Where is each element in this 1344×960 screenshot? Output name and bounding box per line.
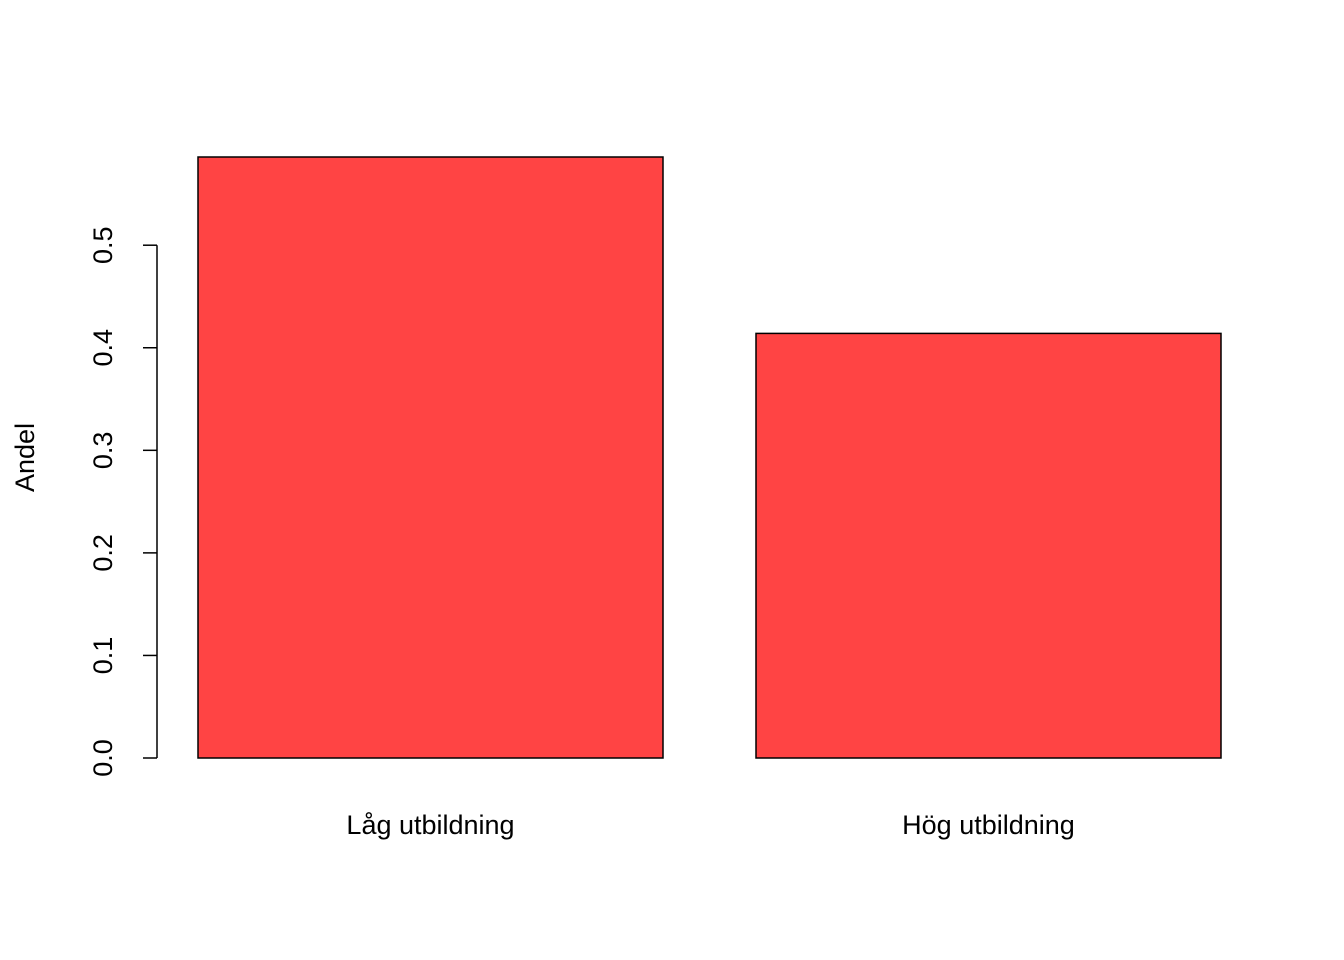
y-tick-label: 0.2 <box>88 534 118 572</box>
bars-group <box>197 156 1222 759</box>
x-axis-labels: Låg utbildning Hög utbildning <box>346 810 1074 840</box>
y-tick-label: 0.0 <box>88 739 118 777</box>
y-axis: 0.0 0.1 0.2 0.3 0.4 0.5 <box>88 226 158 777</box>
y-tick-label: 0.1 <box>88 637 118 675</box>
x-category-label: Låg utbildning <box>346 810 514 840</box>
y-axis-title: Andel <box>10 423 40 492</box>
bar-0 <box>197 156 664 759</box>
bar-1 <box>755 332 1222 759</box>
y-tick-label: 0.3 <box>88 432 118 470</box>
y-tick-label: 0.4 <box>88 329 118 367</box>
x-category-label: Hög utbildning <box>902 810 1075 840</box>
y-tick-label: 0.5 <box>88 226 118 264</box>
